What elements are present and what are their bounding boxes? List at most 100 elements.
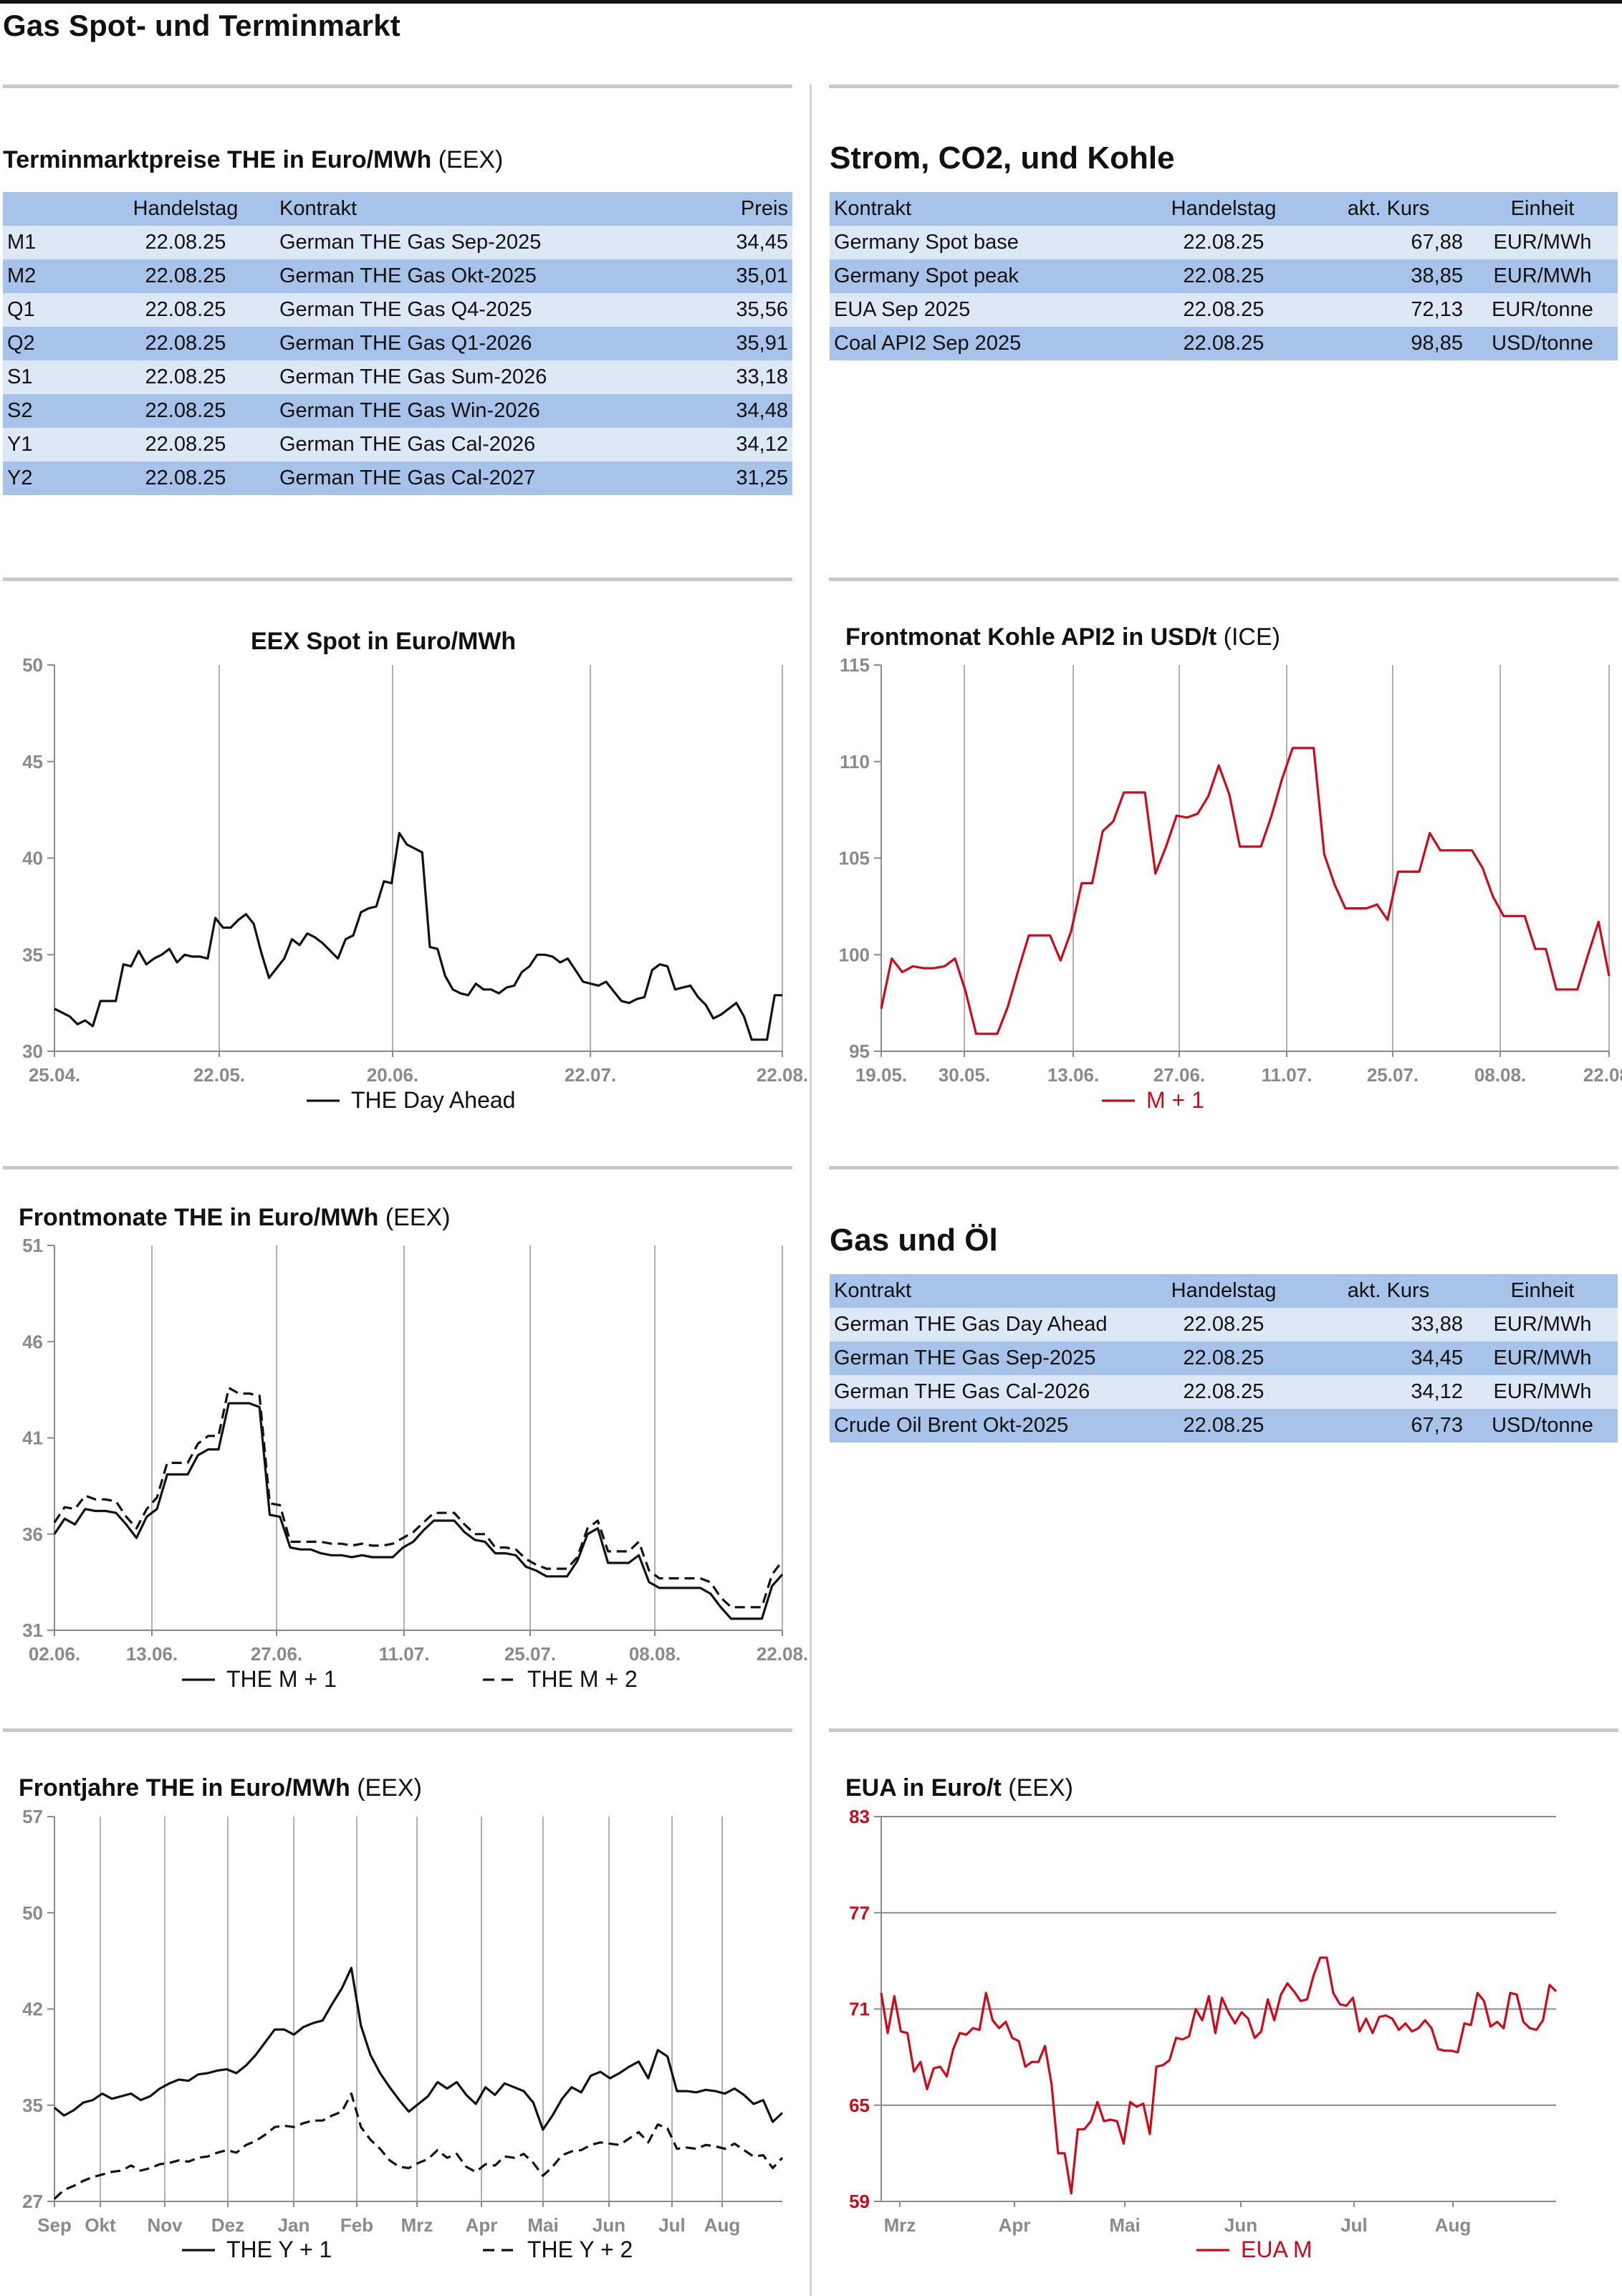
chart-title-text: Frontmonate THE in Euro/MWh <box>19 1204 378 1231</box>
legend-label: THE Y + 2 <box>527 2237 633 2262</box>
chart-eua: EUA in Euro/t (EEX) 59 65 71 77 83 Mrz Apr Mai Ju… <box>845 1774 1558 2262</box>
y-tick-label: 50 <box>22 654 43 676</box>
table-cell: Q2 <box>3 327 96 360</box>
table-header-cell: Einheit <box>1467 192 1618 226</box>
table-row: German THE Gas Cal-2026 22.08.25 34,12 EUR/… <box>830 1375 1618 1409</box>
x-tick-label: Mrz <box>401 2214 433 2236</box>
table-cell: EUR/MWh <box>1467 1308 1618 1341</box>
table-cell: 22.08.25 <box>96 461 275 495</box>
y-tick-label: 65 <box>849 2095 870 2116</box>
table-cell: German THE Gas Cal-2026 <box>275 428 676 461</box>
power-table-title: Strom, CO2, und Kohle <box>830 140 1175 176</box>
table-row: S1 22.08.25 German THE Gas Sum-2026 33,18 <box>3 360 792 394</box>
table-cell: 22.08.25 <box>96 293 275 327</box>
x-tick-label: 22.05. <box>193 1064 245 1086</box>
x-tick-label: 08.08. <box>1474 1064 1526 1086</box>
table-cell: 98,85 <box>1310 327 1467 360</box>
table-row: Coal API2 Sep 2025 22.08.25 98,85 USD/tonne <box>830 327 1618 360</box>
page-title: Gas Spot- und Terminmarkt <box>3 9 400 42</box>
table-cell: 34,12 <box>1310 1375 1467 1409</box>
table-cell: 33,88 <box>1310 1308 1467 1341</box>
x-tick-label: 20.06. <box>367 1064 418 1086</box>
series-line-eua-m <box>880 1956 1558 2195</box>
table-cell: 35,56 <box>676 293 792 327</box>
y-tick-label: 42 <box>22 1999 43 2020</box>
x-tick-label: 13.06. <box>1047 1064 1099 1086</box>
futures-table-title: Terminmarktpreise THE in Euro/MWh (EEX) <box>3 146 504 173</box>
table-cell: 35,01 <box>676 259 792 293</box>
table-cell: 22.08.25 <box>1138 226 1310 259</box>
x-tick-label: Jul <box>658 2214 686 2236</box>
column-divider <box>810 85 812 2296</box>
table-cell: USD/tonne <box>1467 327 1618 360</box>
futures-table: Handelstag Kontrakt Preis M1 22.08.25 German … <box>3 192 792 495</box>
x-tick-label: Apr <box>999 2214 1031 2236</box>
table-cell: 22.08.25 <box>1138 327 1310 360</box>
table-cell: M1 <box>3 226 96 259</box>
table-row: German THE Gas Day Ahead 22.08.25 33,88 EUR… <box>830 1308 1618 1341</box>
x-tick-label: Mai <box>527 2214 558 2236</box>
y-tick-label: 95 <box>849 1041 870 1062</box>
table-row: Crude Oil Brent Okt-2025 22.08.25 67,73 USD… <box>830 1409 1618 1443</box>
table-cell: 22.08.25 <box>96 360 275 394</box>
y-tick-label: 35 <box>22 2095 43 2116</box>
series-line-the-m-2 <box>53 1387 784 1609</box>
section-divider <box>829 85 1618 88</box>
x-tick-label: Jan <box>278 2214 310 2236</box>
chart-title: EEX Spot in Euro/MWh <box>251 628 516 655</box>
chart-title: Frontmonat Kohle API2 in USD/t (ICE) <box>845 623 1280 651</box>
table-cell: 34,48 <box>676 394 792 428</box>
table-cell: Y2 <box>3 461 96 495</box>
table-row: EUA Sep 2025 22.08.25 72,13 EUR/tonne <box>830 293 1618 327</box>
x-tick-label: 22.08. <box>757 1064 808 1086</box>
series-line-m-1 <box>880 747 1611 1035</box>
series-line-the-day-ahead <box>54 831 782 1041</box>
table-cell: 34,45 <box>676 226 792 259</box>
table-cell: German THE Gas Win-2026 <box>275 394 676 428</box>
y-tick-label: 35 <box>22 944 43 965</box>
chart-title-text: EEX Spot in Euro/MWh <box>251 628 516 655</box>
series-line-the-m-1 <box>53 1402 784 1620</box>
chart-source: (ICE) <box>1216 623 1280 651</box>
table-cell: 34,12 <box>676 428 792 461</box>
table-cell: EUR/MWh <box>1467 1375 1618 1409</box>
x-tick-label: 11.07. <box>1262 1064 1313 1086</box>
chart-coal: Frontmonat Kohle API2 in USD/t (ICE) 95 10… <box>839 623 1622 1113</box>
section-divider <box>3 1728 792 1732</box>
y-tick-label: 115 <box>840 654 870 676</box>
chart-source: (EEX) <box>378 1204 450 1231</box>
table-cell: 22.08.25 <box>1138 1409 1310 1443</box>
y-tick-label: 51 <box>22 1235 43 1256</box>
chart-frontmonth: Frontmonate THE in Euro/MWh (EEX) 31 36 41 4… <box>19 1204 808 1692</box>
table-cell: 67,73 <box>1310 1409 1467 1443</box>
y-tick-label: 71 <box>849 1999 870 2020</box>
legend-label: EUA M <box>1241 2237 1313 2262</box>
table-cell: 22.08.25 <box>96 428 275 461</box>
x-tick-label: Aug <box>1435 2214 1472 2236</box>
section-divider <box>3 578 792 581</box>
legend-label: M + 1 <box>1146 1087 1204 1113</box>
table-cell: German THE Gas Cal-2026 <box>830 1375 1138 1409</box>
top-rule <box>0 0 1622 4</box>
table-cell: German THE Gas Q1-2026 <box>275 327 676 360</box>
table-cell: 33,18 <box>676 360 792 394</box>
table-cell: German THE Gas Day Ahead <box>830 1308 1138 1341</box>
table-header-cell: Handelstag <box>1138 192 1310 226</box>
x-tick-label: 22.08. <box>1583 1064 1622 1086</box>
table-cell: German THE Gas Q4-2025 <box>275 293 676 327</box>
table-header-cell: Preis <box>676 192 792 226</box>
table-cell: 31,25 <box>676 461 792 495</box>
y-tick-label: 46 <box>22 1331 43 1352</box>
chart-title-text: EUA in Euro/t <box>845 1774 1002 1802</box>
section-divider <box>829 1728 1618 1732</box>
table-cell: 22.08.25 <box>96 259 275 293</box>
table-cell: German THE Gas Sep-2025 <box>830 1341 1138 1375</box>
table-cell: Y1 <box>3 428 96 461</box>
table-header-cell <box>3 192 96 226</box>
section-divider <box>3 1166 792 1169</box>
table-row: Q2 22.08.25 German THE Gas Q1-2026 35,91 <box>3 327 792 360</box>
table-cell: Q1 <box>3 293 96 327</box>
x-tick-label: 22.08. <box>757 1643 808 1665</box>
table-cell: Germany Spot base <box>830 226 1138 259</box>
